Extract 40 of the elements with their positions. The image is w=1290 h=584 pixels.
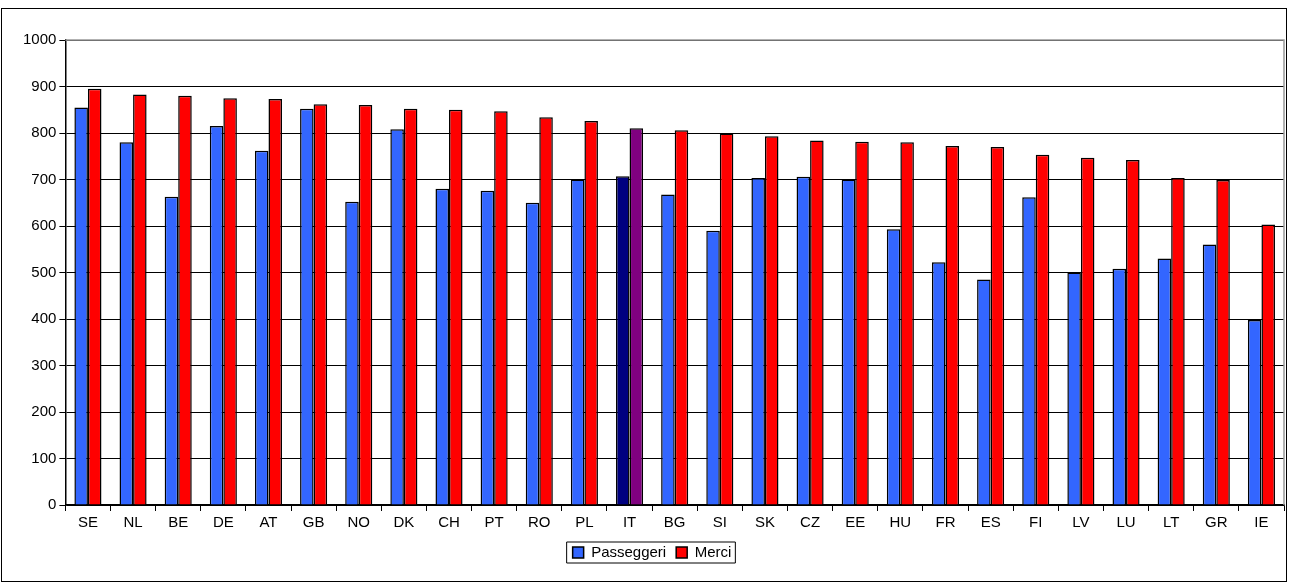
x-tick-label: LT <box>1162 513 1180 531</box>
x-tick-label: GB <box>302 513 325 531</box>
y-tick-label: 1000 <box>22 30 57 48</box>
x-tick-label: HU <box>889 513 912 531</box>
x-tick-label: AT <box>259 513 278 531</box>
legend-label: Merci <box>694 542 732 560</box>
x-tick-label: NO <box>347 513 370 531</box>
x-tick-label: PT <box>484 513 504 531</box>
y-tick-label: 600 <box>31 216 57 234</box>
x-tick-label: SE <box>77 513 98 531</box>
legend-label: Passeggeri <box>591 542 667 560</box>
x-tick-label: CZ <box>800 513 821 531</box>
y-tick-label: 200 <box>31 402 57 420</box>
x-tick-label: SK <box>754 513 775 531</box>
x-tick-label: ES <box>980 513 1001 531</box>
x-tick-label: BG <box>663 513 686 531</box>
x-tick-label: EE <box>845 513 866 531</box>
x-tick-label: PL <box>575 513 594 531</box>
y-tick-label: 300 <box>31 355 57 373</box>
x-tick-label: SI <box>712 513 727 531</box>
y-tick-label: 800 <box>31 123 57 141</box>
x-tick-label: IT <box>622 513 637 531</box>
y-tick-label: 400 <box>31 309 57 327</box>
x-tick-label: GR <box>1205 513 1228 531</box>
x-tick-label: DK <box>393 513 415 531</box>
x-tick-label: IE <box>1254 513 1269 531</box>
y-tick-label: 500 <box>31 262 57 280</box>
x-tick-label: DE <box>212 513 234 531</box>
x-tick-label: RO <box>528 513 551 531</box>
x-tick-label: NL <box>123 513 143 531</box>
x-tick-label: FI <box>1029 513 1043 531</box>
x-tick-label: CH <box>438 513 460 531</box>
y-tick-label: 0 <box>48 495 57 513</box>
x-tick-label: FR <box>935 513 956 531</box>
y-tick-label: 100 <box>31 448 57 466</box>
y-tick-label: 900 <box>31 76 57 94</box>
x-tick-label: LU <box>1116 513 1136 531</box>
x-tick-label: BE <box>168 513 189 531</box>
y-tick-label: 700 <box>31 169 57 187</box>
x-tick-label: LV <box>1072 513 1090 531</box>
